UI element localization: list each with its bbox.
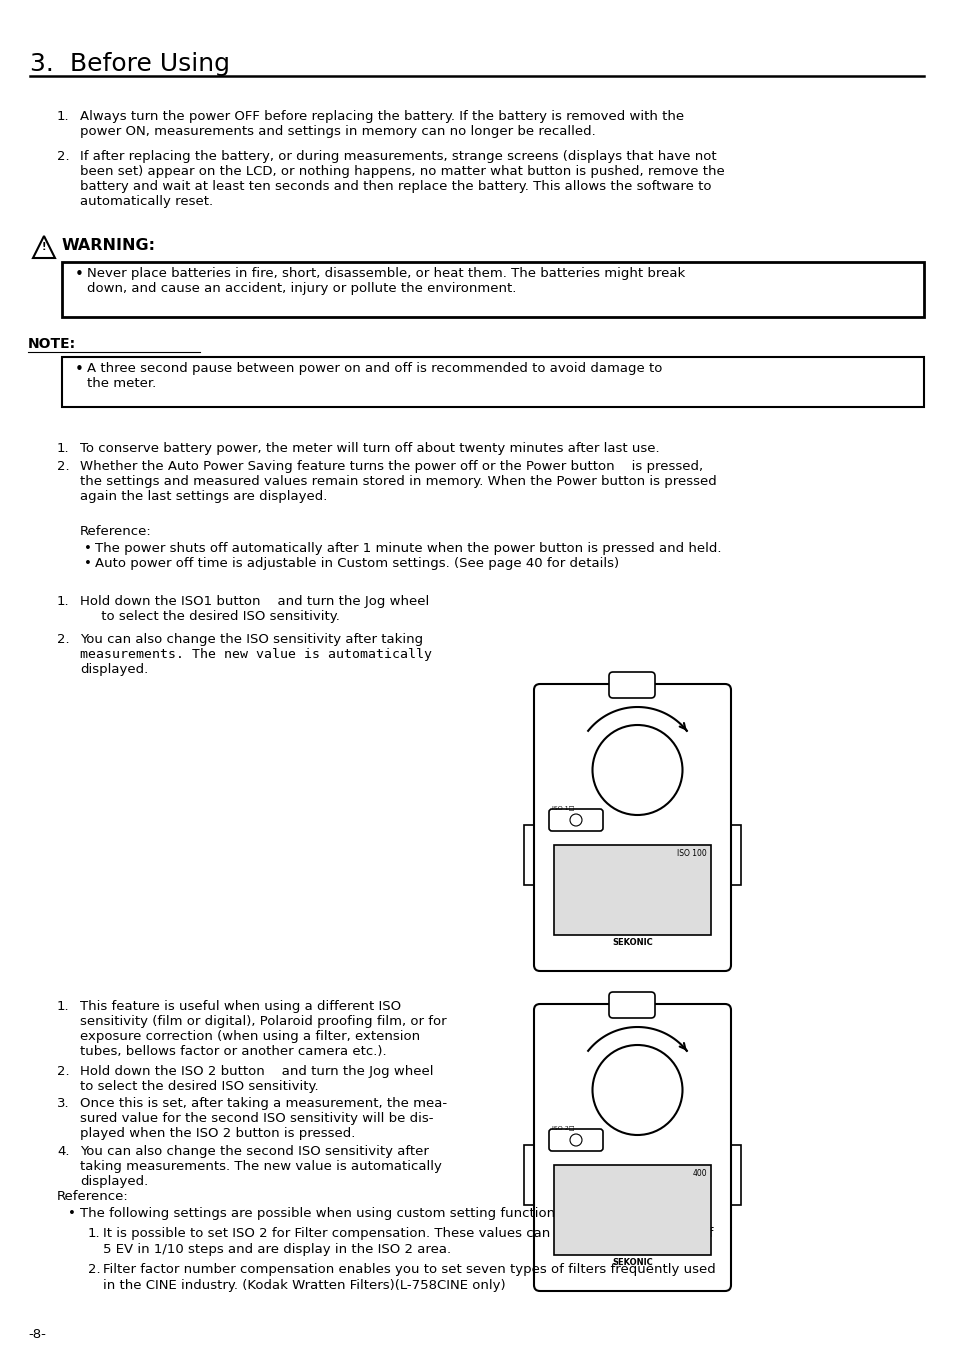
FancyBboxPatch shape	[554, 1166, 710, 1255]
Text: 2.: 2.	[57, 632, 70, 646]
Text: 5 EV in 1/10 steps and are display in the ISO 2 area.: 5 EV in 1/10 steps and are display in th…	[103, 1243, 451, 1257]
Text: 2.: 2.	[88, 1263, 100, 1276]
Text: ISO 2□: ISO 2□	[552, 1125, 574, 1130]
FancyBboxPatch shape	[608, 672, 655, 697]
Text: 1.: 1.	[57, 1000, 70, 1012]
Text: 2.: 2.	[57, 1065, 70, 1077]
Text: 4.: 4.	[57, 1145, 70, 1158]
FancyBboxPatch shape	[62, 262, 923, 318]
Text: To conserve battery power, the meter will turn off about twenty minutes after la: To conserve battery power, the meter wil…	[80, 442, 659, 455]
FancyBboxPatch shape	[534, 684, 730, 972]
Text: If after replacing the battery, or during measurements, strange screens (display: If after replacing the battery, or durin…	[80, 151, 724, 208]
FancyBboxPatch shape	[724, 1145, 740, 1205]
FancyBboxPatch shape	[523, 1145, 539, 1205]
Text: •: •	[84, 556, 91, 570]
Text: The following settings are possible when using custom setting function P40.: The following settings are possible when…	[80, 1206, 588, 1220]
FancyBboxPatch shape	[548, 1129, 602, 1151]
Text: displayed.: displayed.	[80, 664, 148, 676]
Text: •: •	[75, 362, 84, 377]
Text: •: •	[75, 267, 84, 282]
Text: You can also change the second ISO sensitivity after
taking measurements. The ne: You can also change the second ISO sensi…	[80, 1145, 441, 1187]
Text: 1.: 1.	[88, 1227, 100, 1240]
FancyBboxPatch shape	[548, 809, 602, 830]
Text: 3.: 3.	[57, 1096, 70, 1110]
Text: 1.: 1.	[57, 594, 70, 608]
Text: NOTE:: NOTE:	[28, 337, 76, 351]
Text: SEKONIC: SEKONIC	[612, 938, 652, 947]
Text: SEKONIC: SEKONIC	[612, 1258, 652, 1267]
Text: Never place batteries in fire, short, disassemble, or heat them. The batteries m: Never place batteries in fire, short, di…	[87, 267, 684, 294]
Text: Auto power off time is adjustable in Custom settings. (See page 40 for details): Auto power off time is adjustable in Cus…	[95, 556, 618, 570]
Text: Always turn the power OFF before replacing the battery. If the battery is remove: Always turn the power OFF before replaci…	[80, 110, 683, 138]
Text: !: !	[42, 242, 46, 252]
Text: •: •	[84, 541, 91, 555]
FancyBboxPatch shape	[724, 825, 740, 885]
Text: ISO 1□: ISO 1□	[552, 805, 574, 810]
Text: The power shuts off automatically after 1 minute when the power button is presse: The power shuts off automatically after …	[95, 541, 720, 555]
Text: measurements. The new value is automatically: measurements. The new value is automatic…	[80, 649, 432, 661]
Text: 1.: 1.	[57, 442, 70, 455]
FancyBboxPatch shape	[534, 1004, 730, 1291]
Text: 2.: 2.	[57, 460, 70, 474]
Text: in the CINE industry. (Kodak Wratten Filters)(L-758CINE only): in the CINE industry. (Kodak Wratten Fil…	[103, 1280, 505, 1292]
Text: It is possible to set ISO 2 for Filter compensation. These values can be set wit: It is possible to set ISO 2 for Filter c…	[103, 1227, 713, 1240]
Text: WARNING:: WARNING:	[62, 237, 156, 252]
Text: You can also change the ISO sensitivity after taking: You can also change the ISO sensitivity …	[80, 632, 423, 646]
Text: 1.: 1.	[57, 110, 70, 123]
Text: Hold down the ISO 2 button    and turn the Jog wheel
to select the desired ISO s: Hold down the ISO 2 button and turn the …	[80, 1065, 433, 1092]
Text: ISO 100: ISO 100	[677, 849, 706, 858]
Text: Once this is set, after taking a measurement, the mea-
sured value for the secon: Once this is set, after taking a measure…	[80, 1096, 447, 1140]
FancyBboxPatch shape	[523, 825, 539, 885]
FancyBboxPatch shape	[554, 845, 710, 935]
Text: A three second pause between power on and off is recommended to avoid damage to
: A three second pause between power on an…	[87, 362, 661, 389]
Text: 400: 400	[692, 1168, 706, 1178]
Text: Hold down the ISO1 button    and turn the Jog wheel
     to select the desired I: Hold down the ISO1 button and turn the J…	[80, 594, 429, 623]
Text: Reference:: Reference:	[80, 525, 152, 537]
Text: •: •	[68, 1206, 76, 1220]
Text: Reference:: Reference:	[57, 1190, 129, 1204]
Text: Whether the Auto Power Saving feature turns the power off or the Power button   : Whether the Auto Power Saving feature tu…	[80, 460, 716, 503]
Text: This feature is useful when using a different ISO
sensitivity (film or digital),: This feature is useful when using a diff…	[80, 1000, 446, 1058]
Text: Filter factor number compensation enables you to set seven types of filters freq: Filter factor number compensation enable…	[103, 1263, 715, 1276]
Text: 2.: 2.	[57, 151, 70, 163]
Text: -8-: -8-	[28, 1329, 46, 1341]
FancyBboxPatch shape	[62, 357, 923, 407]
Text: 3.  Before Using: 3. Before Using	[30, 52, 230, 76]
FancyBboxPatch shape	[608, 992, 655, 1018]
